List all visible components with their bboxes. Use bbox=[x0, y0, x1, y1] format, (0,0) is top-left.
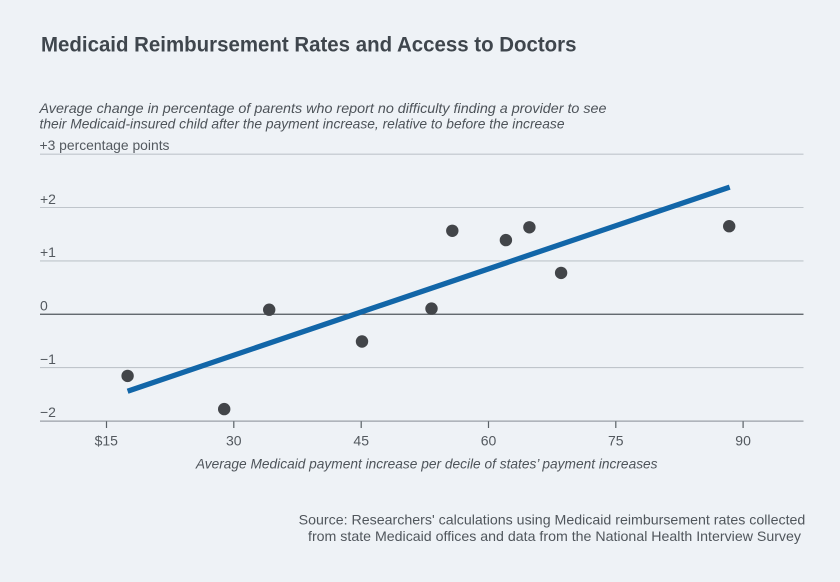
svg-text:−1: −1 bbox=[40, 351, 56, 367]
svg-text:75: 75 bbox=[608, 432, 624, 448]
svg-text:45: 45 bbox=[353, 432, 369, 448]
svg-text:from state Medicaid offices an: from state Medicaid offices and data fro… bbox=[308, 528, 801, 544]
svg-text:Source: Researchers' calculati: Source: Researchers' calculations using … bbox=[299, 512, 806, 528]
svg-text:+1: +1 bbox=[40, 244, 56, 260]
svg-text:30: 30 bbox=[226, 432, 242, 448]
svg-text:−2: −2 bbox=[40, 404, 56, 420]
svg-text:+2: +2 bbox=[40, 191, 56, 207]
svg-text:Medicaid Reimbursement Rates a: Medicaid Reimbursement Rates and Access … bbox=[41, 34, 577, 57]
svg-text:90: 90 bbox=[735, 432, 751, 448]
svg-text:their Medicaid-insured child a: their Medicaid-insured child after the p… bbox=[40, 116, 565, 132]
svg-text:Average Medicaid payment incre: Average Medicaid payment increase per de… bbox=[195, 455, 658, 471]
svg-text:$15: $15 bbox=[95, 432, 119, 448]
svg-text:+3 percentage points: +3 percentage points bbox=[40, 137, 170, 153]
svg-text:60: 60 bbox=[481, 432, 497, 448]
svg-text:0: 0 bbox=[40, 298, 48, 314]
svg-text:Average change in percentage o: Average change in percentage of parents … bbox=[38, 100, 606, 116]
